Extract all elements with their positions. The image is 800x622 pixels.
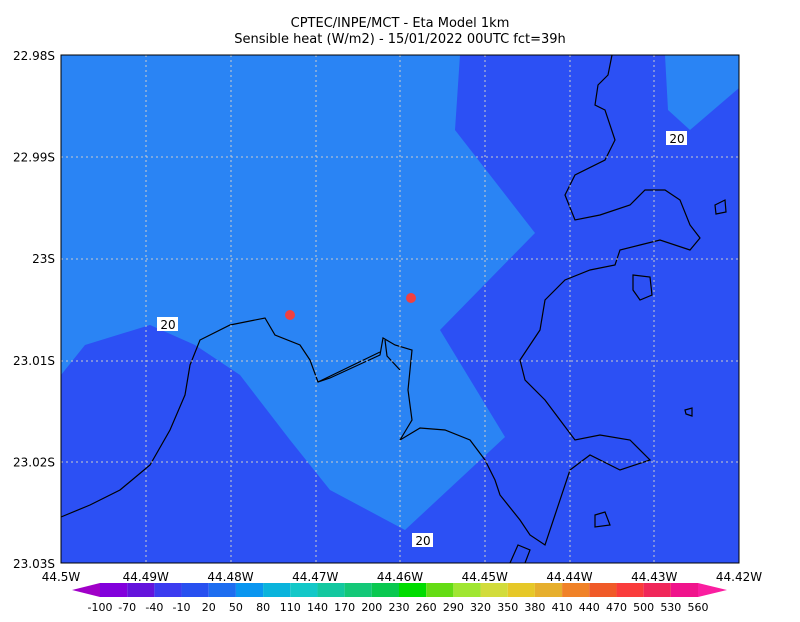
- colorbar-box: [208, 583, 236, 597]
- lon-label: 44.49W: [123, 570, 169, 584]
- colorbar-label: 320: [470, 601, 491, 614]
- lat-label: 23S: [32, 252, 55, 266]
- colorbar-arrow: [698, 583, 727, 597]
- lon-label: 44.42W: [716, 570, 762, 584]
- colorbar-box: [507, 583, 535, 597]
- subtitle: Sensible heat (W/m2) - 15/01/2022 00UTC …: [234, 32, 566, 47]
- colorbar-box: [426, 583, 454, 597]
- colorbar-label: 440: [579, 601, 600, 614]
- colorbar-box: [127, 583, 155, 597]
- contour-label: 20: [669, 132, 684, 146]
- colorbar-label: -40: [145, 601, 163, 614]
- field-light: [665, 55, 739, 130]
- colorbar-box: [181, 583, 209, 597]
- colorbar-label: 290: [443, 601, 464, 614]
- colorbar-label: 350: [497, 601, 518, 614]
- colorbar-label: -100: [88, 601, 113, 614]
- contour-label-bg: [412, 533, 433, 547]
- colorbar-box: [399, 583, 427, 597]
- colorbar-box: [670, 583, 698, 597]
- station: [285, 310, 295, 320]
- lat-label: 23.02S: [13, 455, 55, 469]
- colorbar-box: [453, 583, 481, 597]
- colorbar-label: 110: [280, 601, 301, 614]
- colorbar-box: [371, 583, 399, 597]
- colorbar-box: [562, 583, 590, 597]
- colorbar-label: 530: [660, 601, 681, 614]
- lon-label: 44.45W: [462, 570, 508, 584]
- colorbar-box: [480, 583, 508, 597]
- contour-label-bg: [157, 317, 178, 331]
- field-light: [61, 55, 535, 530]
- colorbar-label: 470: [606, 601, 627, 614]
- colorbar-label: 50: [229, 601, 243, 614]
- lon-label: 44.5W: [42, 570, 81, 584]
- lat-label: 22.99S: [13, 151, 55, 165]
- colorbar-box: [263, 583, 291, 597]
- grid: [61, 55, 739, 563]
- colorbar-label: 260: [416, 601, 437, 614]
- lon-label: 44.46W: [377, 570, 423, 584]
- lon-label: 44.47W: [292, 570, 338, 584]
- contour-label: 20: [415, 534, 430, 548]
- contour-label: 20: [160, 318, 175, 332]
- colorbar-box: [589, 583, 617, 597]
- colorbar-arrow: [72, 583, 100, 597]
- colorbar-label: 380: [524, 601, 545, 614]
- colorbar-box: [616, 583, 644, 597]
- colorbar-label: 500: [633, 601, 654, 614]
- title: CPTEC/INPE/MCT - Eta Model 1km: [291, 16, 510, 31]
- colorbar-label: 80: [256, 601, 270, 614]
- frame: [60, 54, 740, 564]
- colorbar-box: [290, 583, 318, 597]
- colorbar-box: [317, 583, 345, 597]
- colorbar-label: 560: [688, 601, 709, 614]
- coastline: [60, 54, 727, 564]
- colorbar-label: 20: [202, 601, 216, 614]
- colorbar-label: 200: [361, 601, 382, 614]
- colorbar-box: [344, 583, 372, 597]
- lat-label: 23.03S: [13, 557, 55, 571]
- colorbar-label: 410: [552, 601, 573, 614]
- colorbar-box: [154, 583, 182, 597]
- lon-label: 44.43W: [631, 570, 677, 584]
- colorbar-box: [100, 583, 128, 597]
- lat-label: 22.98S: [13, 49, 55, 63]
- colorbar-label: 140: [307, 601, 328, 614]
- lon-label: 44.44W: [546, 570, 592, 584]
- colorbar-box: [643, 583, 671, 597]
- colorbar-box: [235, 583, 264, 597]
- colorbar-label: 170: [334, 601, 355, 614]
- colorbar-box: [534, 583, 563, 597]
- lon-label: 44.48W: [207, 570, 253, 584]
- contour-label-bg: [666, 131, 687, 145]
- colorbar-label: -10: [173, 601, 191, 614]
- map-area: 20 20 20: [60, 54, 740, 564]
- station: [406, 293, 416, 303]
- lat-label: 23.01S: [13, 354, 55, 368]
- colorbar-label: 230: [389, 601, 410, 614]
- colorbar-label: -70: [118, 601, 136, 614]
